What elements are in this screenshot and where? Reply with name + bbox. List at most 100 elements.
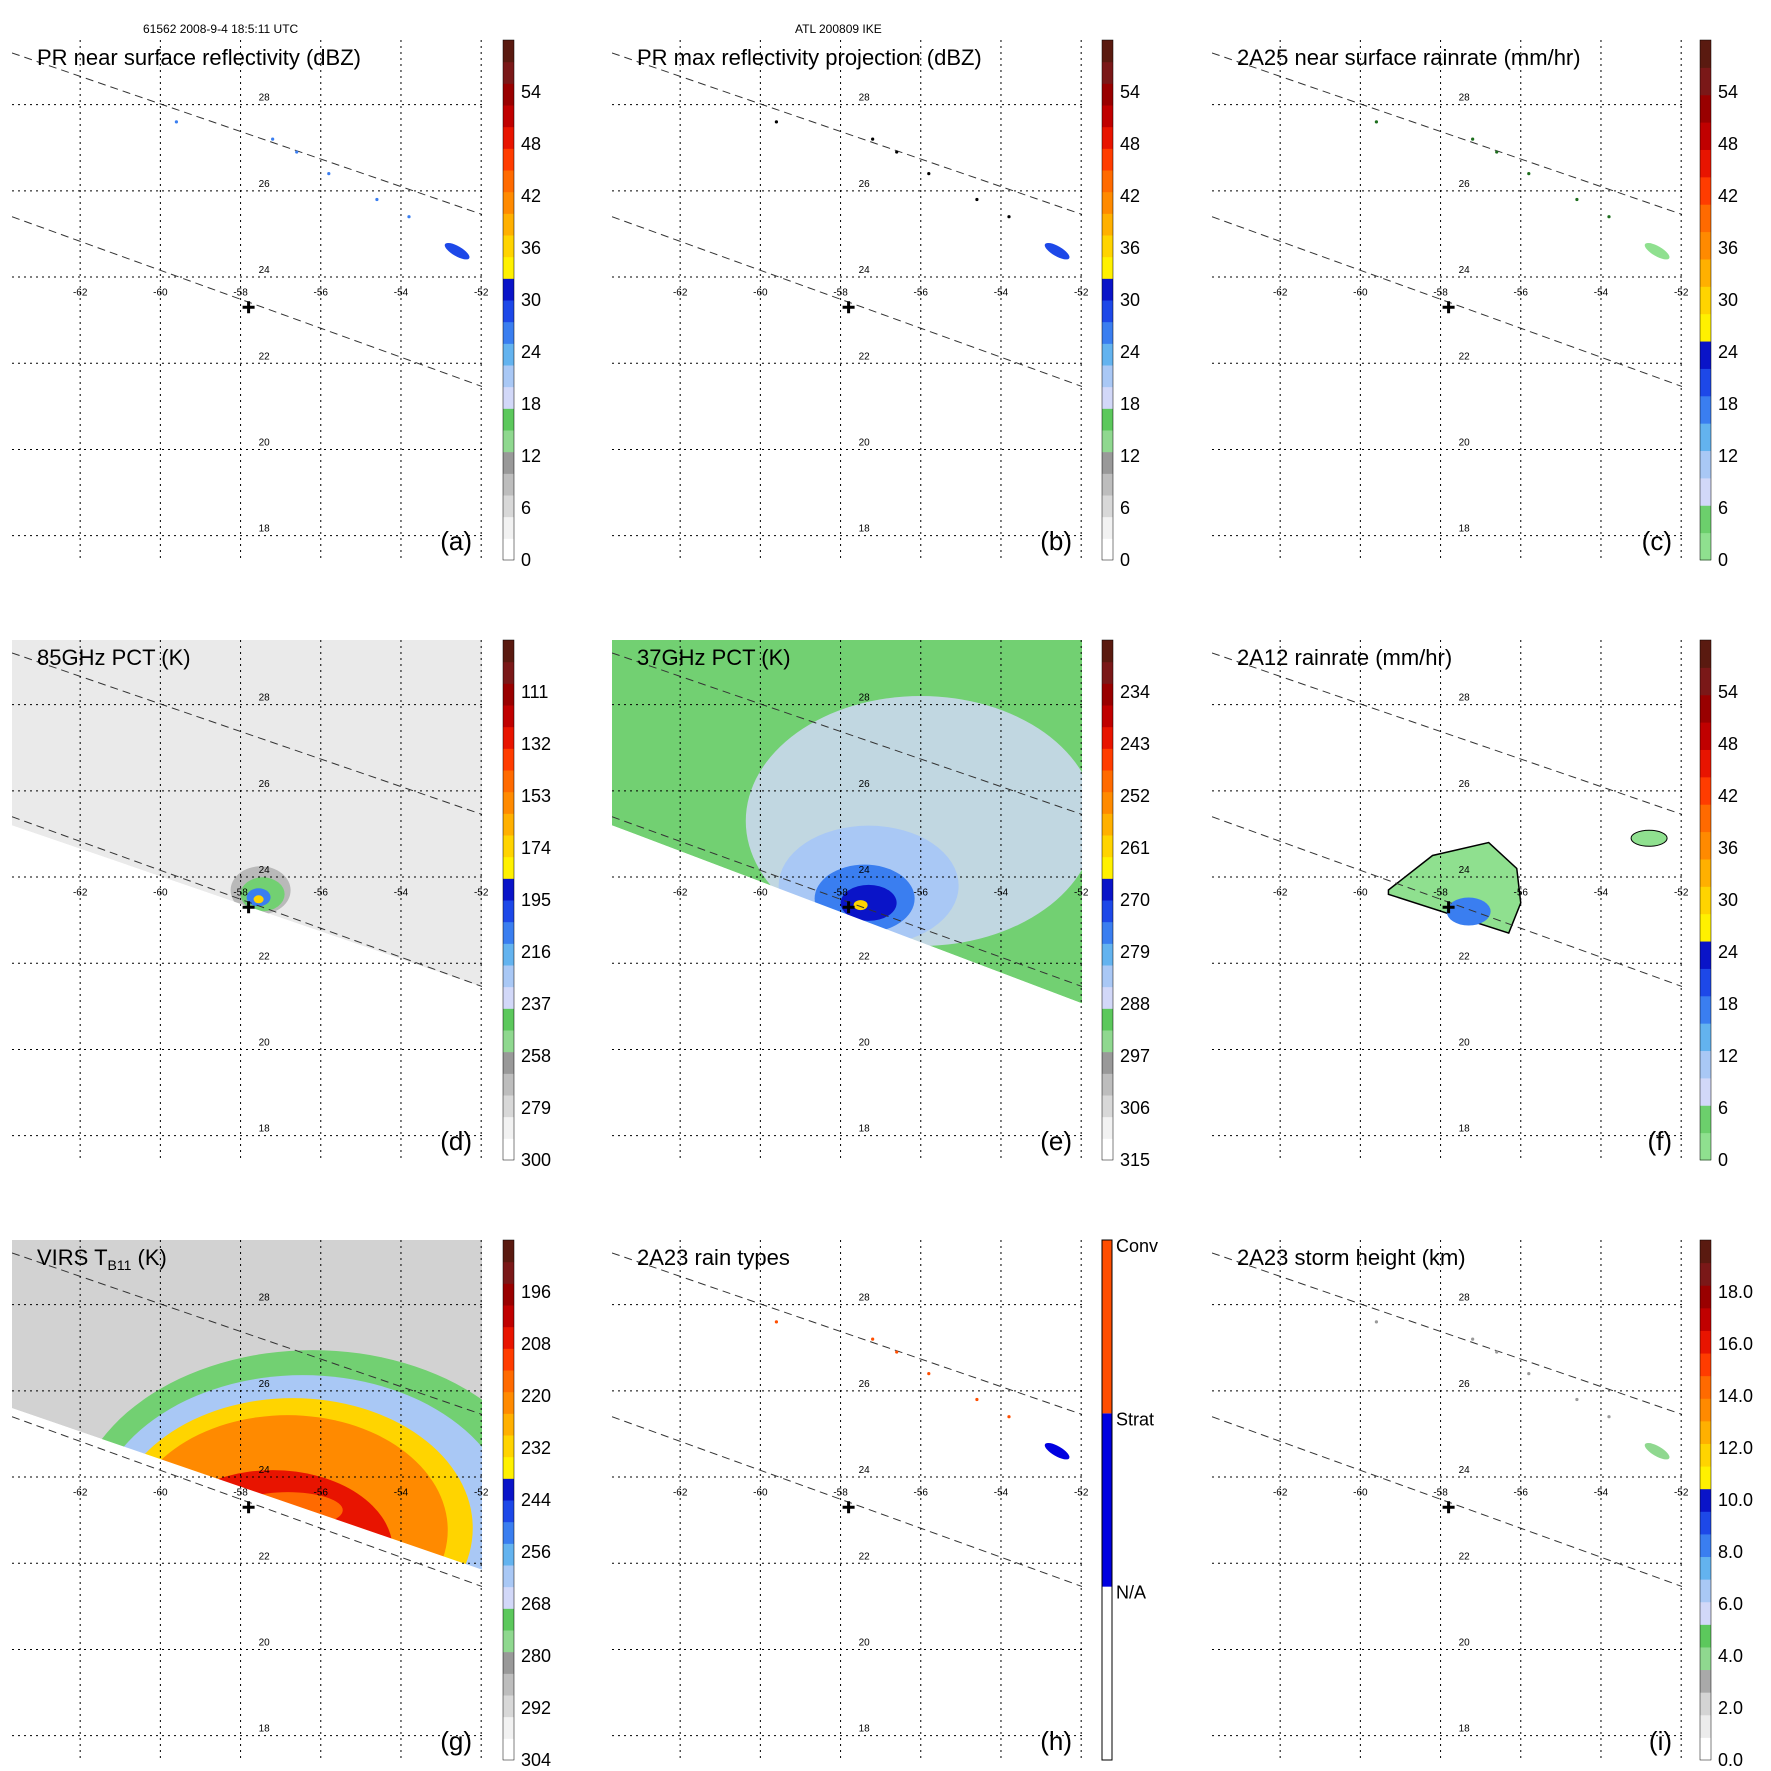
colorbar-segment bbox=[1700, 776, 1711, 805]
colorbar-segment bbox=[503, 1478, 514, 1501]
colorbar-tick: 2.0 bbox=[1718, 1698, 1743, 1718]
lat-tick-label: 26 bbox=[259, 779, 271, 790]
colorbar-tick: 12 bbox=[1718, 446, 1738, 466]
colorbar-segment bbox=[1102, 770, 1113, 793]
panel-d: -62 -60 -58 -56 -54 -52 28 26 24 22 20 18 85GHz PCT … bbox=[12, 639, 551, 1170]
lat-tick-label: 28 bbox=[1459, 93, 1471, 104]
lat-tick-label: 26 bbox=[1459, 179, 1471, 190]
colorbar-tick: 304 bbox=[521, 1750, 551, 1770]
lat-tick-label: 22 bbox=[1459, 1551, 1471, 1562]
colorbar-segment bbox=[503, 386, 514, 409]
colorbar-tick: 42 bbox=[1718, 186, 1738, 206]
colorbar-segment bbox=[503, 105, 514, 128]
colorbar-tick: 36 bbox=[1120, 238, 1140, 258]
colorbar-segment bbox=[503, 83, 514, 106]
colorbar-tick: 268 bbox=[521, 1594, 551, 1614]
colorbar-segment bbox=[503, 300, 514, 323]
colorbar-segment bbox=[503, 1138, 514, 1161]
colorbar-segment bbox=[1102, 1240, 1112, 1414]
colorbar-tick: 12.0 bbox=[1718, 1438, 1753, 1458]
swath-edge-lower bbox=[1212, 1416, 1682, 1588]
lon-tick-label: -52 bbox=[1674, 1487, 1689, 1498]
colorbar-segment bbox=[1700, 913, 1711, 942]
panel-title: 2A25 near surface rainrate (mm/hr) bbox=[1237, 45, 1581, 70]
colorbar-segment bbox=[1700, 204, 1711, 233]
echo-2 bbox=[895, 1350, 899, 1354]
colorbar-segment bbox=[503, 1008, 514, 1031]
echo-4 bbox=[1575, 197, 1579, 202]
colorbar-segment bbox=[1102, 640, 1113, 663]
colorbar-tick: 0 bbox=[1718, 550, 1728, 570]
colorbar-segment bbox=[1102, 943, 1113, 966]
colorbar-segment bbox=[1102, 1586, 1112, 1760]
colorbar-segment bbox=[1700, 477, 1711, 506]
lat-tick-label: 24 bbox=[259, 865, 271, 876]
panel-letter: (c) bbox=[1642, 526, 1672, 556]
swath-mask bbox=[12, 825, 482, 1160]
lon-tick-label: -60 bbox=[153, 887, 168, 898]
colorbar-segment bbox=[1700, 40, 1711, 68]
colorbar-tick: 0.0 bbox=[1718, 1750, 1743, 1770]
lon-tick-label: -54 bbox=[994, 887, 1009, 898]
colorbar-tick: 0 bbox=[1120, 550, 1130, 570]
lon-tick-label: -54 bbox=[1594, 887, 1609, 898]
colorbar-segment bbox=[1102, 726, 1113, 749]
lon-tick-label: -60 bbox=[153, 287, 168, 298]
colorbar-segment bbox=[503, 856, 514, 879]
lon-tick-label: -58 bbox=[833, 887, 848, 898]
colorbar-segment bbox=[503, 430, 514, 453]
colorbar: 315 306 297 288 279 270 261 252 243 234 bbox=[1101, 639, 1150, 1170]
colorbar-tick: 111 bbox=[521, 682, 548, 702]
lat-tick-label: 26 bbox=[259, 1379, 271, 1390]
colorbar-tick: 30 bbox=[1718, 890, 1738, 910]
colorbar-segment bbox=[1102, 408, 1113, 431]
lat-tick-label: 22 bbox=[859, 351, 871, 362]
colorbar-segment bbox=[1700, 313, 1711, 342]
colorbar-segment bbox=[1700, 450, 1711, 479]
lon-tick-label: -62 bbox=[673, 1487, 688, 1498]
colorbar-segment bbox=[503, 1543, 514, 1566]
colorbar-segment bbox=[1102, 191, 1113, 214]
colorbar-segment bbox=[1700, 1023, 1711, 1052]
colorbar-segment bbox=[503, 748, 514, 771]
colorbar-segment bbox=[503, 661, 514, 684]
lat-tick-label: 24 bbox=[259, 1465, 271, 1476]
lon-tick-label: -52 bbox=[474, 1487, 489, 1498]
header-center: ATL 200809 IKE bbox=[795, 22, 882, 36]
lon-tick-label: -62 bbox=[1273, 887, 1288, 898]
colorbar-segment bbox=[1700, 1132, 1711, 1161]
colorbar-segment bbox=[1102, 813, 1113, 836]
echo-2 bbox=[295, 150, 299, 154]
colorbar-tick: 220 bbox=[521, 1386, 551, 1406]
lon-tick-label: -54 bbox=[394, 1487, 409, 1498]
colorbar-segment bbox=[503, 278, 514, 301]
lat-tick-label: 22 bbox=[259, 1551, 271, 1562]
colorbar-segment bbox=[1102, 1116, 1113, 1139]
colorbar-tick: 279 bbox=[521, 1098, 551, 1118]
colorbar-frame bbox=[1699, 39, 1712, 561]
panel-title: PR near surface reflectivity (dBZ) bbox=[37, 45, 361, 70]
lon-tick-label: -62 bbox=[1273, 1487, 1288, 1498]
colorbar-segment bbox=[1102, 538, 1113, 561]
colorbar-segment bbox=[1700, 1669, 1711, 1693]
colorbar-segment bbox=[1700, 1579, 1711, 1603]
colorbar-segment bbox=[1700, 1285, 1711, 1309]
swath-edge-upper bbox=[12, 1252, 482, 1415]
lat-tick-label: 18 bbox=[859, 524, 871, 535]
colorbar-segment bbox=[503, 640, 514, 663]
lat-tick-label: 22 bbox=[859, 1551, 871, 1562]
lat-tick-label: 20 bbox=[859, 1637, 871, 1648]
lat-tick-label: 22 bbox=[259, 351, 271, 362]
lat-tick-label: 28 bbox=[859, 93, 871, 104]
swath-edge-lower bbox=[12, 816, 482, 988]
colorbar-segment bbox=[1102, 473, 1113, 496]
lat-tick-label: 18 bbox=[259, 1724, 271, 1735]
colorbar-segment bbox=[1700, 258, 1711, 287]
colorbar-segment bbox=[1102, 170, 1113, 193]
panel-content bbox=[12, 52, 482, 388]
echo-3 bbox=[927, 1372, 931, 1376]
colorbar-segment bbox=[1700, 1646, 1711, 1671]
colorbar-segment bbox=[503, 256, 514, 279]
panel-content bbox=[612, 640, 1082, 1160]
echo-0 bbox=[1374, 120, 1379, 124]
